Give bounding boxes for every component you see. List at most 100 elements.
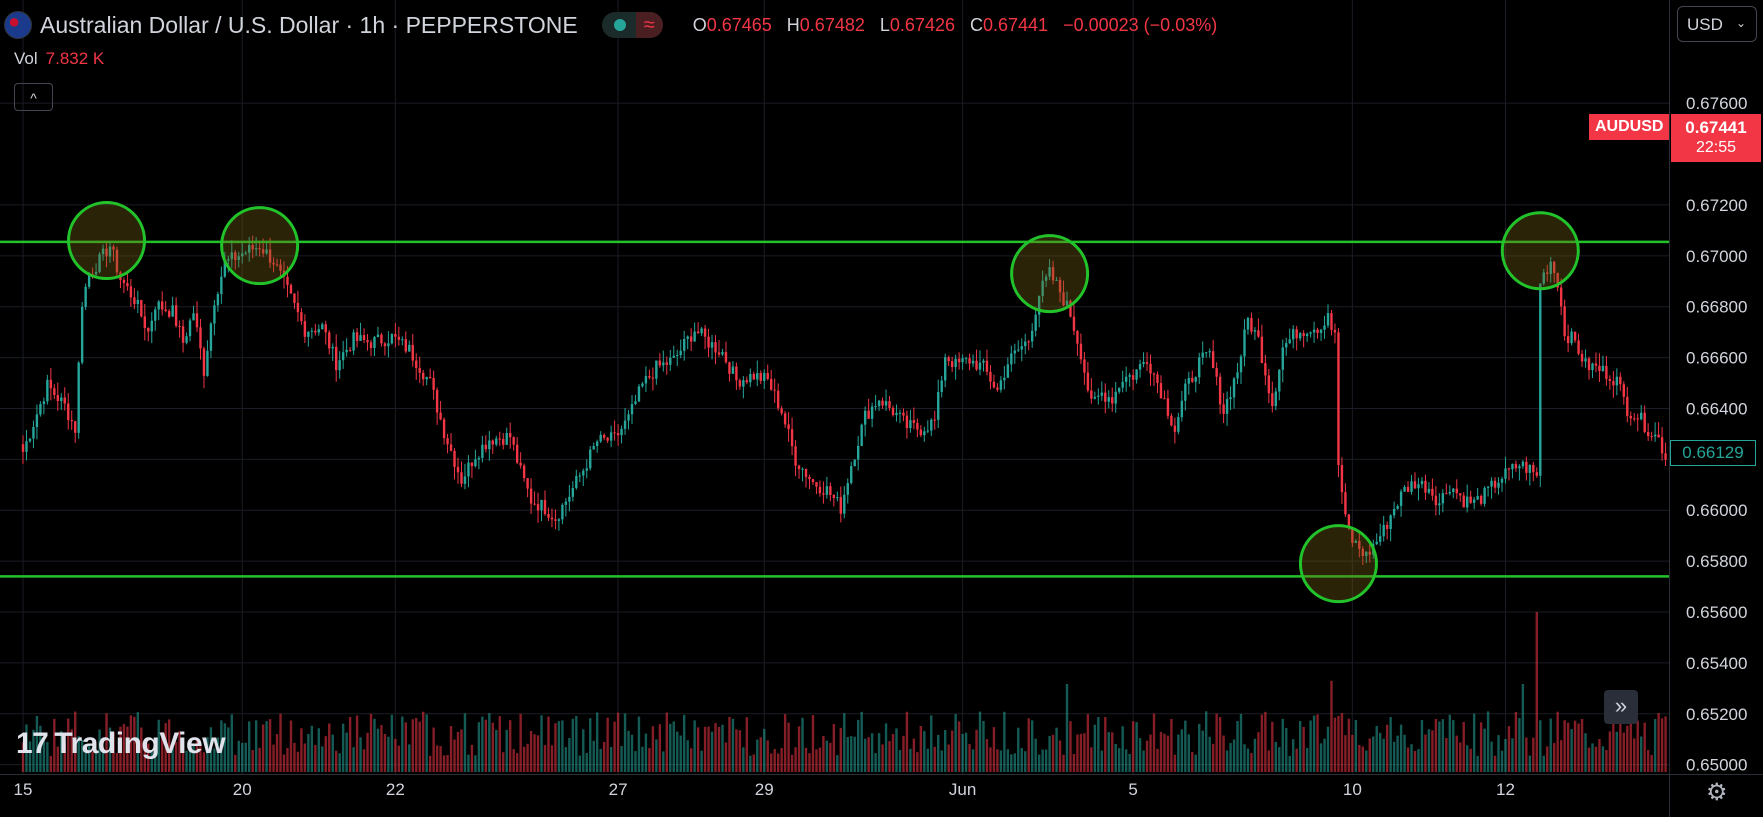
volume-bar — [108, 727, 112, 772]
candle-body — [724, 352, 728, 363]
candle-body — [94, 272, 98, 275]
volume-bar — [74, 711, 77, 772]
volume-bar — [1128, 753, 1131, 772]
candle-body — [1504, 468, 1507, 479]
volume-bar — [335, 750, 338, 772]
candle-body — [1514, 463, 1518, 469]
candle-body — [599, 434, 602, 442]
candle-body — [811, 479, 815, 483]
volume-bar — [32, 729, 35, 772]
candle-body — [1650, 436, 1653, 438]
volume-bar — [1344, 735, 1347, 772]
volume-bar — [1382, 738, 1385, 772]
candle-body — [161, 301, 164, 310]
volume-bar — [1511, 738, 1514, 772]
candle-body — [1556, 272, 1559, 288]
volume-bar — [275, 734, 279, 772]
candle-body — [1528, 465, 1532, 473]
candle-body — [261, 249, 265, 254]
volume-bar — [411, 719, 414, 772]
symbol-title[interactable]: Australian Dollar / U.S. Dollar · 1h · P… — [40, 11, 578, 38]
candle-body — [1003, 377, 1006, 381]
candle-body — [1553, 261, 1556, 273]
candle-body — [1159, 383, 1163, 399]
candle-body — [307, 331, 310, 337]
volume-bar — [1396, 735, 1399, 772]
volume-bar — [1184, 720, 1187, 772]
candle-body — [1107, 397, 1110, 402]
volume-bar — [874, 753, 877, 772]
scroll-to-realtime-button[interactable]: » — [1604, 690, 1638, 724]
volume-bar — [115, 753, 119, 772]
candle-body — [1559, 287, 1563, 307]
candle-body — [1389, 515, 1392, 529]
volume-bar — [1664, 716, 1667, 772]
candle-body — [526, 478, 529, 489]
collapse-legend-button[interactable]: ^ — [14, 83, 53, 111]
volume-bar — [742, 747, 745, 772]
volume-bar — [251, 750, 254, 772]
candle-body — [780, 408, 783, 414]
volume-bar — [794, 747, 797, 772]
candle-body — [498, 438, 501, 440]
candle-body — [1090, 390, 1093, 399]
volume-bar — [992, 727, 996, 772]
candle-body — [1580, 353, 1584, 362]
volume-bar — [60, 730, 63, 772]
volume-bar — [1403, 734, 1406, 772]
volume-bar — [39, 725, 42, 772]
gear-icon[interactable]: ⚙ — [1706, 779, 1728, 806]
candle-body — [1017, 349, 1020, 351]
volume-bar — [787, 722, 790, 772]
candle-body — [825, 486, 829, 495]
volume-bar — [1017, 727, 1020, 772]
candle-body — [1260, 336, 1264, 364]
volume-bar — [832, 724, 836, 772]
volume-bar — [912, 738, 916, 772]
volume-bar — [1166, 735, 1170, 772]
candle-body — [543, 499, 547, 515]
volume-bar — [599, 748, 602, 772]
candle-body — [1243, 329, 1246, 357]
volume-bar — [909, 748, 912, 772]
candle-body — [1396, 505, 1399, 509]
time-tick-label: 27 — [609, 780, 628, 799]
candle-body — [105, 248, 108, 257]
candle-body — [28, 438, 32, 442]
market-status-pill[interactable]: ≈ — [601, 12, 663, 38]
volume-bar — [891, 734, 895, 772]
volume-bar — [202, 752, 206, 772]
candle-body — [1278, 369, 1281, 392]
candle-body — [721, 352, 724, 355]
volume-bar — [561, 720, 564, 772]
volume-bar — [1267, 750, 1271, 772]
candle-body — [1312, 329, 1316, 333]
volume-bar — [1479, 722, 1483, 772]
volume-bar — [735, 729, 738, 772]
candle-body — [310, 330, 314, 332]
candle-body — [1479, 495, 1483, 504]
volume-bar — [1347, 718, 1351, 772]
volume-bar — [1420, 719, 1424, 772]
volume-label: Vol — [14, 49, 38, 68]
volume-bar — [1546, 746, 1549, 772]
currency-select[interactable]: USD ⌄ — [1677, 6, 1757, 42]
candle-body — [797, 465, 801, 470]
candle-body — [846, 483, 849, 495]
candle-body — [1385, 525, 1389, 529]
candle-body — [1539, 283, 1542, 476]
volume-bar — [665, 712, 668, 772]
volume-bar — [1034, 738, 1037, 772]
candle-body — [641, 383, 644, 387]
candle-body — [1086, 372, 1090, 391]
tradingview-logo-mark: 17 — [16, 727, 49, 760]
volume-bar — [1633, 738, 1636, 772]
volume-bar — [836, 755, 839, 772]
volume-bar — [1553, 743, 1556, 772]
candle-body — [1594, 363, 1598, 366]
price-tick-label: 0.67200 — [1686, 196, 1747, 215]
volume-bar — [1316, 714, 1319, 772]
volume-bar — [380, 725, 383, 772]
candle-body — [192, 313, 195, 321]
